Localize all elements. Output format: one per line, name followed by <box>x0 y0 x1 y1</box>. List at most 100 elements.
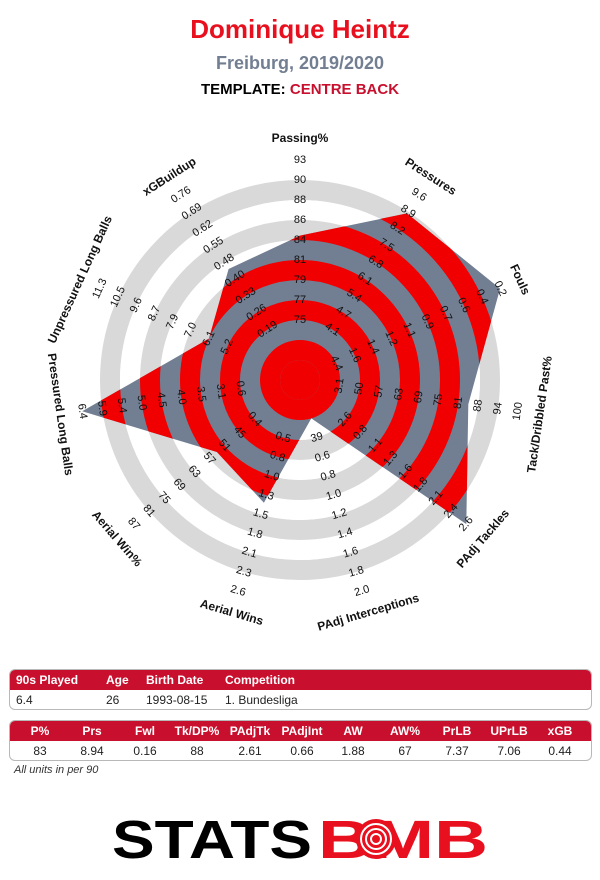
radar-tick-label: 3.5 <box>194 386 208 403</box>
radar-tick-label: 9.6 <box>128 296 145 315</box>
radar-tick-label: 7.9 <box>164 312 181 331</box>
info-table: 90s Played Age Birth Date Competition 6.… <box>9 669 592 710</box>
target-icon <box>356 819 396 859</box>
radar-tick-label: 0.5 <box>274 430 292 446</box>
stats-aw-value: 1.88 <box>341 744 365 758</box>
radar-tick-label: 39 <box>309 430 324 445</box>
radar-tick-label: 88 <box>471 399 485 413</box>
radar-grid-ring <box>80 160 520 600</box>
radar-tick-label: 4.5 <box>154 391 168 408</box>
radar-tick-label: 3.1 <box>333 377 347 394</box>
logo-text-left: STATS <box>112 814 312 862</box>
info-header-birth-date: Birth Date <box>146 673 204 687</box>
radar-tick-label: 0.9 <box>419 312 436 331</box>
stats-uprlb-value: 7.06 <box>497 744 521 758</box>
radar-tick-label: 2.3 <box>235 564 253 580</box>
radar-tick-label: 0.8 <box>319 468 337 484</box>
radar-tick-label: 1.2 <box>382 329 399 348</box>
radar-tick-label: 0.7 <box>437 304 454 323</box>
stats-xgb-value: 0.44 <box>548 744 572 758</box>
stats-p-value: 83 <box>33 744 47 758</box>
radar-tick-label: 69 <box>412 390 426 404</box>
radar-tick-label: 1.2 <box>330 506 348 522</box>
stats-fwl-value: 0.16 <box>133 744 157 758</box>
radar-tick-label: 63 <box>392 387 406 401</box>
radar-tick-label: 86 <box>294 214 306 226</box>
radar-tick-label: 0.8 <box>268 449 286 465</box>
radar-tick-label: 57 <box>372 384 386 398</box>
radar-tick-label: 1.8 <box>246 526 264 542</box>
radar-tick-label: 5.4 <box>115 397 129 414</box>
stats-header-xgb: xGB <box>547 724 573 738</box>
stats-table-header: P% Prs Fwl Tk/DP% PAdjTk PAdjInt AW AW% … <box>10 721 591 741</box>
info-header-age: Age <box>106 673 129 687</box>
radar-tick-label: 4.4 <box>328 354 345 373</box>
radar-tick-label: 1.0 <box>263 468 281 484</box>
radar-tick-label: 6.4 <box>75 403 89 420</box>
radar-tick-label: 81 <box>294 254 306 266</box>
stats-table-row: 83 8.94 0.16 88 2.61 0.66 1.88 67 7.37 7… <box>10 741 591 760</box>
stats-prs-value: 8.94 <box>80 744 104 758</box>
info-header-90s: 90s Played <box>16 673 79 687</box>
radar-tick-label: 0.6 <box>313 449 331 465</box>
radar-tick-label: 79 <box>294 274 306 286</box>
stats-header-uprlb: UPrLB <box>490 724 528 738</box>
logo-text-right: BMB <box>318 814 488 862</box>
radar-tick-label: 1.1 <box>401 321 418 340</box>
radar-tick-label: 75 <box>432 393 446 407</box>
radar-tick-label: 8.7 <box>146 304 163 323</box>
info-90s-value: 6.4 <box>16 693 33 707</box>
template-value: CENTRE BACK <box>289 81 400 98</box>
stats-header-aw: AW <box>343 724 363 738</box>
radar-tick-label: 100 <box>511 401 525 421</box>
stats-header-fwl: Fwl <box>135 724 155 738</box>
stats-tkdp-value: 88 <box>190 744 204 758</box>
stats-header-prlb: PrLB <box>442 724 472 738</box>
radar-axis-label: Tack/Dribbled Past% <box>524 355 555 474</box>
stats-padjint-value: 0.66 <box>290 744 314 758</box>
stats-awpct-value: 67 <box>398 744 412 758</box>
stats-header-tkdp: Tk/DP% <box>174 724 220 738</box>
radar-axis-label: Pressured Long Balls <box>45 352 76 476</box>
radar-tick-label: 50 <box>353 382 367 396</box>
radar-tick-label: 7.0 <box>182 321 199 340</box>
info-birth-date-value: 1993-08-15 <box>146 693 208 707</box>
radar-tick-label: 6.1 <box>200 329 217 348</box>
template-label: TEMPLATE: <box>200 81 286 98</box>
logo-text-right-group: BMB <box>318 814 488 862</box>
radar-tick-label: 81 <box>452 396 466 410</box>
info-header-competition: Competition <box>225 673 295 687</box>
radar-tick-label: 1.8 <box>347 564 365 580</box>
stats-padjtk-value: 2.61 <box>238 744 262 758</box>
radar-tick-label: 88 <box>294 194 306 206</box>
radar-tick-label: 0.6 <box>455 296 472 315</box>
radar-tick-label: 1.0 <box>325 487 343 503</box>
radar-tick-label: 5.0 <box>135 394 149 411</box>
stats-header-awpct: AW% <box>390 724 420 738</box>
radar-tick-label: 77 <box>294 294 306 306</box>
radar-tick-label: 93 <box>294 154 306 166</box>
radar-tick-label: 1.6 <box>342 545 360 561</box>
info-competition-value: 1. Bundesliga <box>225 693 298 707</box>
radar-tick-label: 1.4 <box>364 337 381 356</box>
radar-tick-label: 0.6 <box>234 380 248 397</box>
radar-tick-label: 84 <box>294 234 306 246</box>
stats-header-padjtk: PAdjTk <box>229 724 271 738</box>
radar-tick-label: 2.1 <box>240 545 258 561</box>
radar-grid-ring <box>100 180 500 580</box>
radar-axis-label: Aerial Wins <box>199 596 266 628</box>
info-age-value: 26 <box>106 693 120 707</box>
stats-table: P% Prs Fwl Tk/DP% PAdjTk PAdjInt AW AW% … <box>9 720 592 761</box>
radar-tick-label: 5.2 <box>219 337 236 356</box>
radar-axis-label: Passing% <box>272 131 329 145</box>
radar-tick-label: 0.2 <box>491 279 508 298</box>
template-line: TEMPLATE: CENTRE BACK <box>0 81 600 98</box>
team-season: Freiburg, 2019/2020 <box>215 53 385 73</box>
radar-tick-label: 1.6 <box>346 346 363 365</box>
radar-tick-label: 1.5 <box>252 506 270 522</box>
statsbomb-logo: STATS BMB <box>112 814 488 862</box>
radar-chart: 7577798184868890934.14.75.46.16.87.58.28… <box>45 131 555 634</box>
info-table-row: 6.4 26 1993-08-15 1. Bundesliga <box>10 690 591 709</box>
radar-tick-label: 5.9 <box>95 400 109 417</box>
stats-prlb-value: 7.37 <box>445 744 469 758</box>
